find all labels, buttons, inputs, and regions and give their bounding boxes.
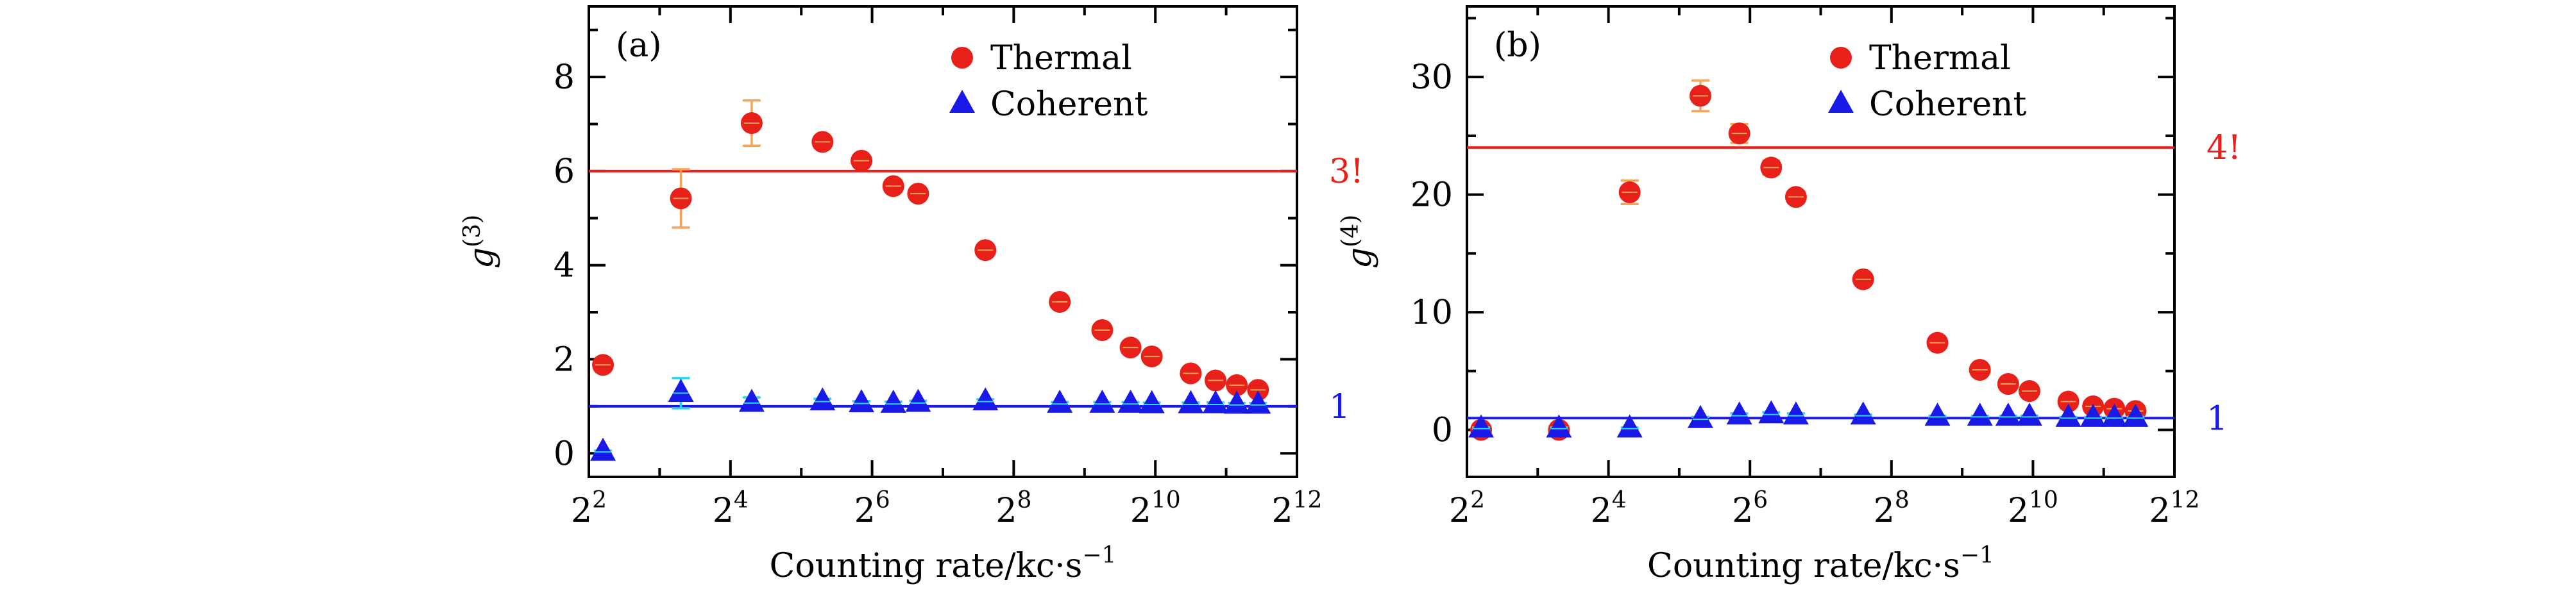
coherent-point [905,388,931,412]
x-tick-label: 24 [713,487,749,530]
x-tick-label: 210 [2008,487,2058,530]
reference-line-label: 1 [2207,399,2228,438]
coherent-point [1967,403,1993,426]
y-axis-label: g(3) [459,215,501,269]
y-tick-label: 2 [554,341,575,379]
coherent-point [1783,401,1809,425]
coherent-point [2016,403,2042,426]
coherent-point [590,437,616,461]
panel-b: 22 24 26 28 210 212 0 10 20 30 4! 1 Thermal Coherent (… [1337,5,2241,585]
legend-thermal-label: Thermal [1869,39,2011,78]
panel-a: 22 24 26 28 210 212024683!1ThermalCoherent(a)… [459,5,1364,585]
panel-label: (a) [616,26,662,65]
coherent-point [1047,389,1073,413]
coherent-point [1178,390,1204,413]
coherent-point [2080,403,2106,427]
legend-coherent-marker [949,90,975,113]
x-tick-label: 22 [571,487,607,530]
coherent-point [1850,401,1876,425]
reference-line-label: 1 [1329,388,1350,426]
coherent-point [972,387,999,411]
y-tick-label: 4 [554,247,575,285]
coherent-point [809,387,836,411]
coherent-point [2123,403,2149,427]
x-tick-label: 210 [1130,487,1181,530]
y-tick-label: 0 [1432,412,1453,450]
x-tick-label: 28 [1874,487,1910,530]
x-tick-label: 24 [1591,487,1627,530]
coherent-point [1117,389,1144,413]
reference-line-label: 3! [1329,153,1364,191]
y-tick-label: 20 [1411,176,1453,215]
coherent-point [1726,401,1752,425]
x-axis-label: Counting rate/kc·s−1 [1647,542,1994,585]
panel-label: (b) [1494,26,1541,65]
coherent-point [1089,389,1115,413]
coherent-point [1687,404,1713,428]
y-tick-label: 30 [1411,58,1453,97]
x-tick-label: 22 [1449,487,1485,530]
x-tick-label: 212 [1272,487,1323,530]
coherent-point [1616,414,1643,438]
legend-thermal-label: Thermal [990,39,1132,78]
legend-coherent-label: Coherent [1869,85,2026,124]
coherent-point [2101,403,2128,427]
legend-coherent-marker [1828,90,1854,113]
coherent-point [1924,403,1951,426]
y-axis-label: g(4) [1337,215,1379,269]
coherent-point [1224,390,1250,414]
coherent-point [738,388,765,412]
coherent-point [849,389,875,413]
x-tick-label: 28 [996,487,1031,530]
coherent-point [2055,403,2081,427]
y-tick-label: 8 [554,58,575,97]
coherent-point [1758,400,1784,424]
y-tick-label: 10 [1411,294,1453,332]
x-tick-label: 212 [2149,487,2200,530]
y-tick-label: 6 [554,153,575,191]
y-tick-label: 0 [554,435,575,473]
coherent-point [1995,403,2021,426]
legend-thermal-marker [1830,47,1852,69]
reference-line-label: 4! [2207,129,2241,167]
x-axis-label: Counting rate/kc·s−1 [770,542,1117,585]
x-tick-label: 26 [854,487,890,530]
coherent-point [1203,390,1229,413]
coherent-point [1468,414,1495,438]
coherent-point [1546,414,1572,438]
coherent-point [1139,390,1165,413]
x-tick-label: 26 [1732,487,1768,530]
legend-thermal-marker [951,47,973,69]
coherent-point [1245,390,1271,414]
coherent-point [880,389,906,413]
coherent-point [668,379,694,403]
legend-coherent-label: Coherent [990,85,1148,124]
